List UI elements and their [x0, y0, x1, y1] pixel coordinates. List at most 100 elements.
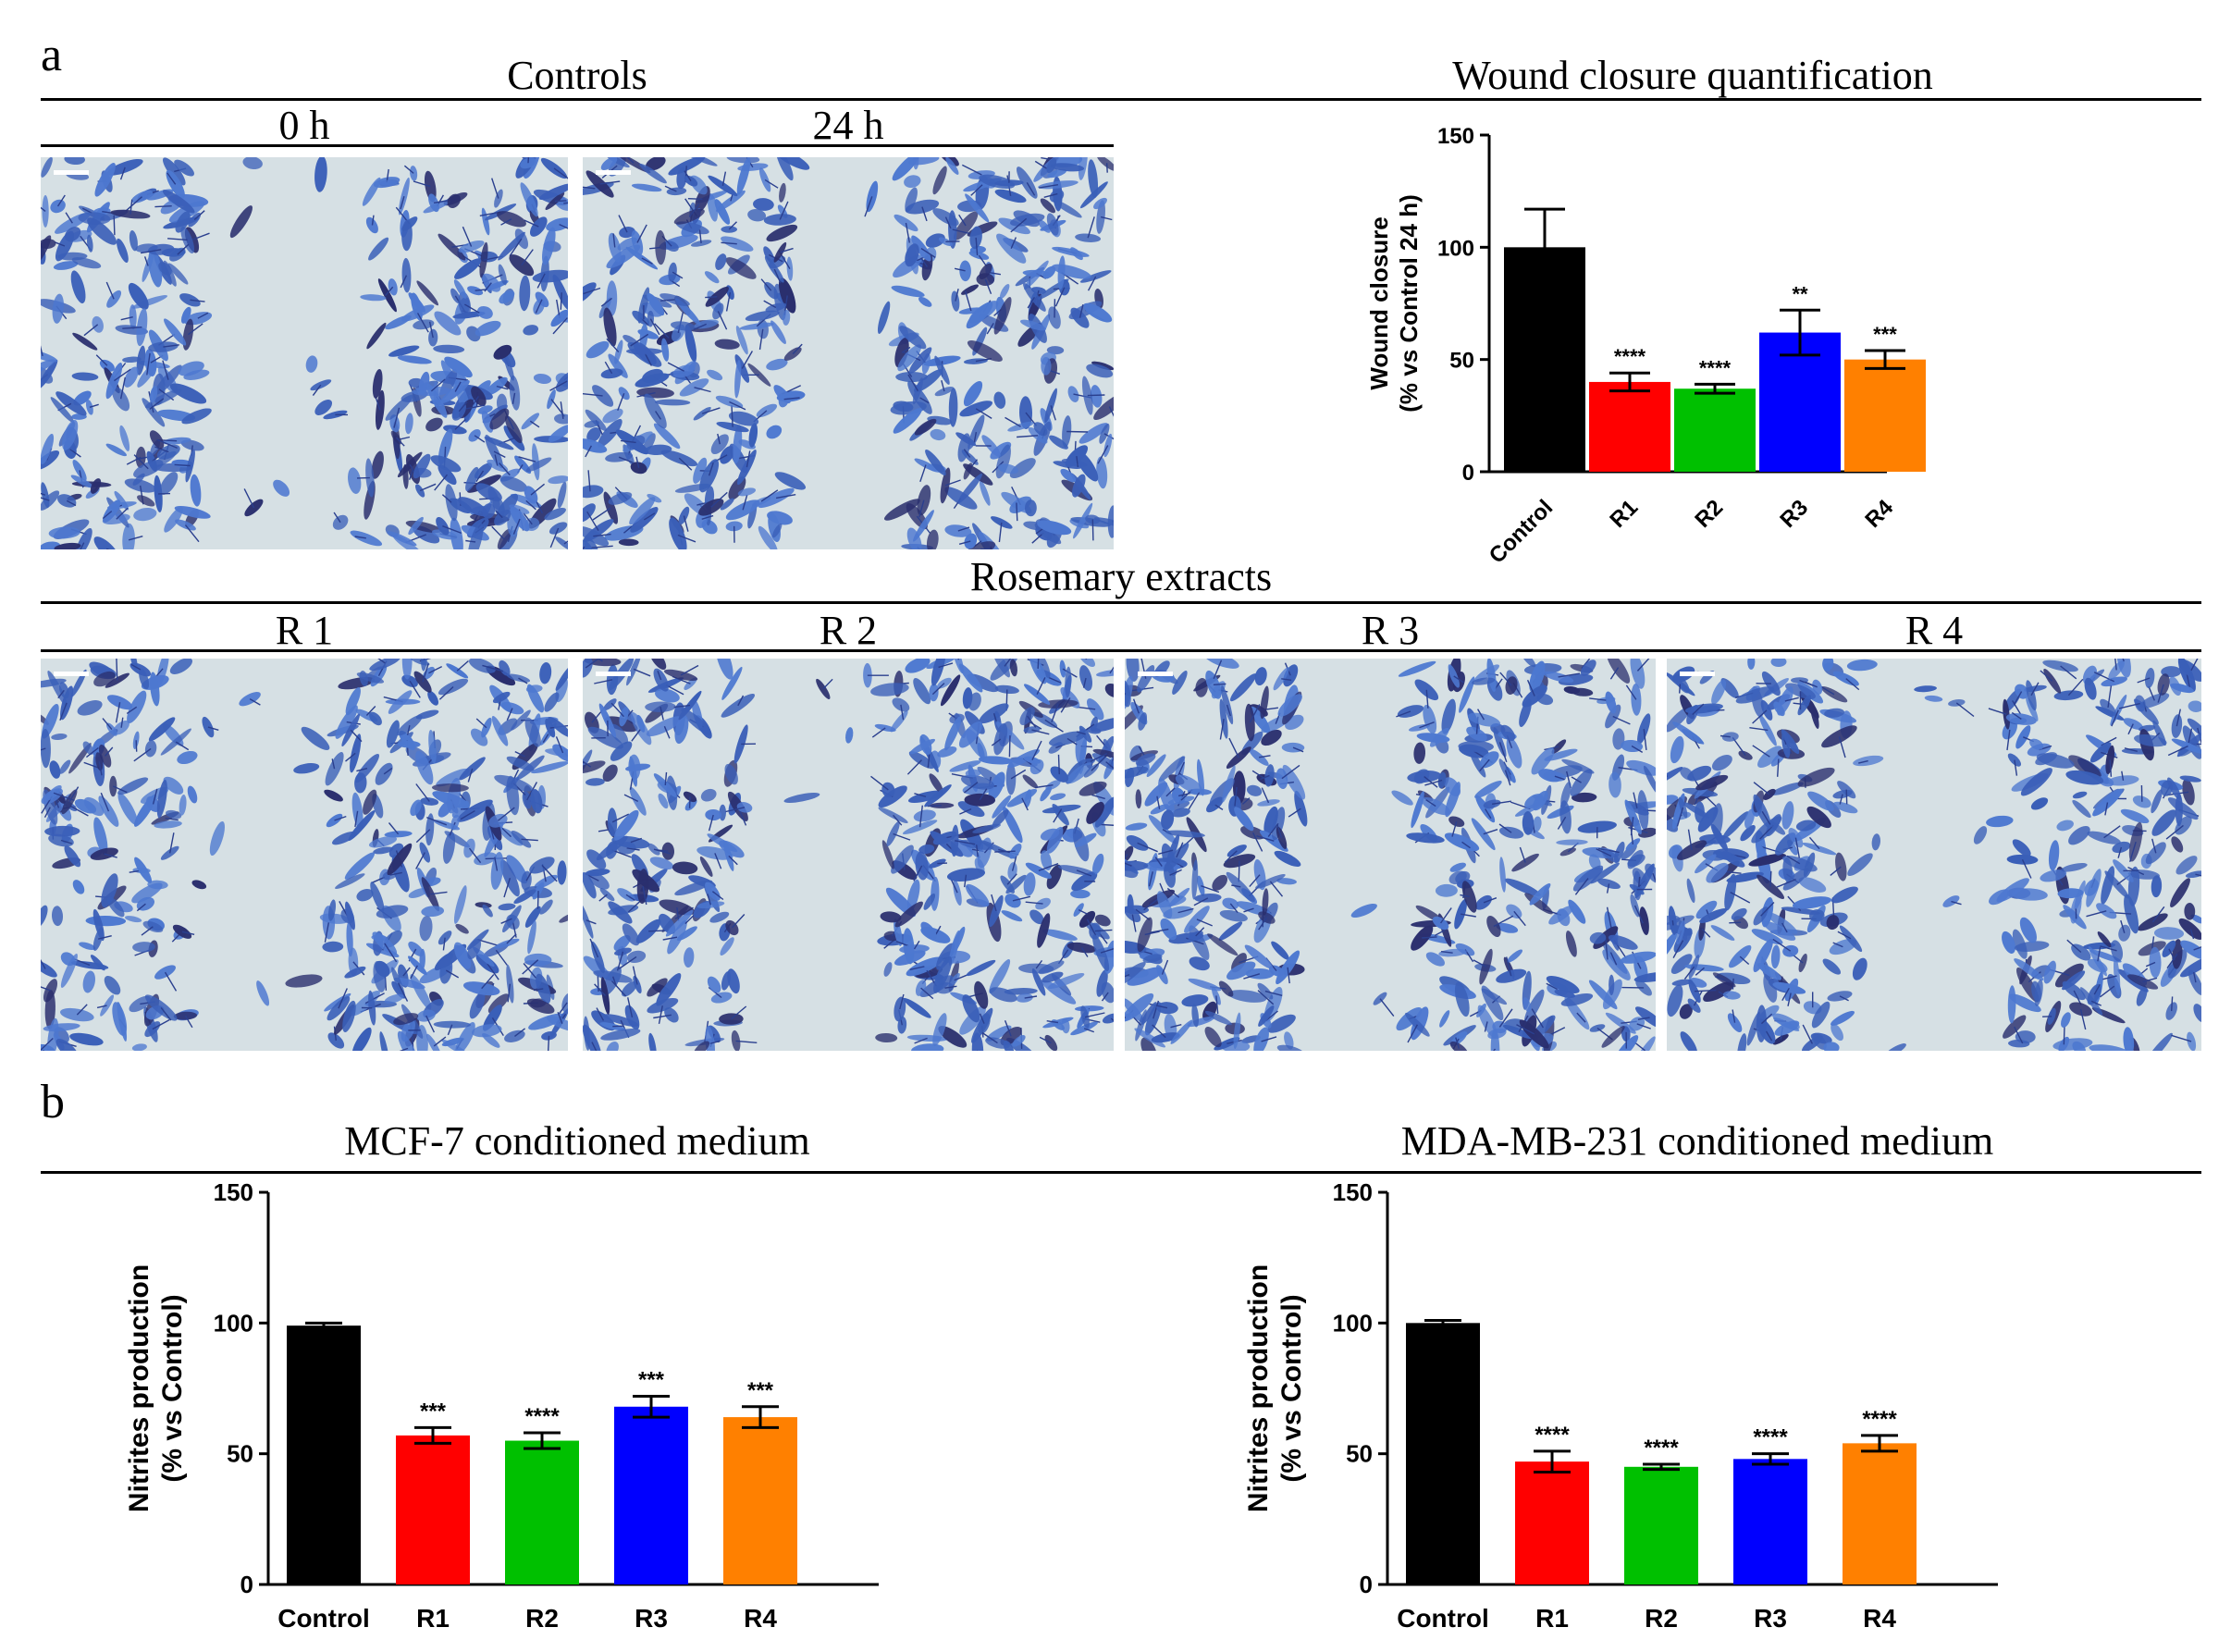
cell-mark: [1609, 771, 1621, 798]
cell-mark: [881, 782, 895, 798]
cell-mark: [331, 831, 357, 845]
cell-process: [1625, 684, 1637, 700]
cell-process: [560, 401, 564, 419]
cell-process: [586, 511, 599, 531]
y-tick-label: 100: [1333, 1309, 1373, 1337]
y-tick-label: 150: [214, 1179, 253, 1206]
cell-process: [385, 286, 394, 296]
cell-mark: [1695, 900, 1718, 919]
cell-process: [592, 507, 611, 521]
cell-mark: [133, 508, 157, 522]
cell-process: [623, 794, 639, 802]
cell-mark: [1782, 868, 1809, 891]
significance-label: ****: [1644, 1436, 1679, 1461]
cell-mark: [134, 857, 153, 883]
cell-process: [633, 668, 651, 677]
cell-mark: [93, 671, 116, 687]
cell-process: [249, 698, 261, 706]
cell-mark: [1140, 1037, 1157, 1051]
cell-process: [1215, 995, 1219, 1014]
cell-mark: [600, 157, 618, 170]
cell-mark: [105, 672, 129, 688]
cell-process: [1110, 1017, 1114, 1022]
cell-process: [959, 808, 972, 815]
cell-mark: [929, 773, 943, 794]
cell-process: [1100, 216, 1113, 221]
cell-mark: [1274, 850, 1301, 867]
cell-mark: [70, 475, 94, 488]
cell-process: [2102, 975, 2117, 980]
cell-mark: [50, 199, 66, 214]
cell-mark: [966, 959, 996, 977]
cell-process: [871, 727, 886, 738]
cell-mark: [1680, 767, 1695, 781]
cell-process: [1554, 775, 1565, 781]
cell-mark: [674, 880, 713, 896]
cell-mark: [758, 487, 795, 509]
cell-mark: [1608, 934, 1638, 950]
cell-process: [491, 525, 505, 540]
cell-mark: [459, 757, 486, 781]
cell-mark: [991, 516, 1013, 529]
cell-mark: [378, 179, 400, 187]
cell-process: [1633, 905, 1644, 924]
cell-mark: [305, 355, 318, 373]
cell-mark: [133, 460, 164, 478]
cell-mark: [345, 901, 355, 931]
cell-mark: [1522, 811, 1535, 835]
cell-mark: [1533, 790, 1548, 811]
cell-process: [758, 328, 764, 351]
cell-process: [667, 362, 684, 372]
cell-mark: [1461, 881, 1477, 913]
cell-process: [1498, 742, 1508, 763]
micrograph-control-24h: [583, 157, 1114, 549]
cell-mark: [273, 479, 290, 497]
cell-mark: [554, 413, 568, 425]
cell-process: [1011, 855, 1017, 871]
y-tick-label: 50: [1449, 349, 1474, 374]
mcf7-title: MCF-7 conditioned medium: [344, 1118, 810, 1164]
cell-mark: [721, 694, 756, 718]
cell-process: [683, 515, 689, 532]
cell-process: [1951, 900, 1962, 906]
cell-process: [920, 987, 934, 1000]
cell-mark: [71, 257, 102, 269]
cell-process: [1719, 734, 1731, 738]
cell-process: [1008, 735, 1011, 758]
cell-process: [2151, 936, 2155, 949]
cell-mark: [132, 942, 155, 953]
cell-process: [1091, 755, 1107, 771]
cell-mark: [497, 211, 526, 228]
cell-mark: [493, 344, 512, 360]
cell-process: [583, 287, 601, 295]
cell-mark: [676, 926, 697, 942]
cell-mark: [41, 490, 60, 511]
cell-mark: [202, 716, 215, 738]
cell-process: [1027, 715, 1037, 728]
cell-process: [657, 670, 662, 681]
cell-process: [1820, 685, 1835, 696]
cell-mark: [41, 365, 54, 384]
cell-mark: [70, 270, 86, 303]
cell-mark: [753, 198, 774, 211]
cell-mark: [379, 1031, 389, 1051]
cell-mark: [748, 423, 758, 448]
cell-mark: [1261, 729, 1282, 746]
cell-mark: [209, 820, 225, 857]
cell-mark: [1571, 687, 1594, 697]
cell-mark: [41, 541, 61, 549]
cell-mark: [1158, 756, 1186, 783]
cell-mark: [50, 397, 75, 424]
cell-mark: [519, 275, 531, 312]
cell-process: [954, 267, 966, 272]
cell-mark: [368, 990, 376, 1026]
cell-process: [1786, 855, 1801, 865]
cell-process: [1132, 698, 1140, 714]
cell-mark: [2007, 753, 2021, 767]
cell-mark: [314, 157, 327, 192]
cell-mark: [482, 904, 493, 918]
cell-mark: [877, 301, 891, 334]
y-tick-label: 100: [214, 1309, 253, 1337]
cell-mark: [925, 233, 945, 248]
extracts-divider: [41, 649, 2201, 652]
